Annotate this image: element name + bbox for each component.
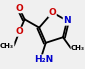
Text: O: O	[15, 27, 23, 36]
Text: N: N	[63, 16, 71, 25]
Text: O: O	[49, 8, 56, 17]
Text: CH₃: CH₃	[0, 43, 14, 49]
Text: O: O	[15, 4, 23, 13]
Text: CH₃: CH₃	[71, 45, 85, 51]
Text: H₂N: H₂N	[34, 55, 53, 64]
